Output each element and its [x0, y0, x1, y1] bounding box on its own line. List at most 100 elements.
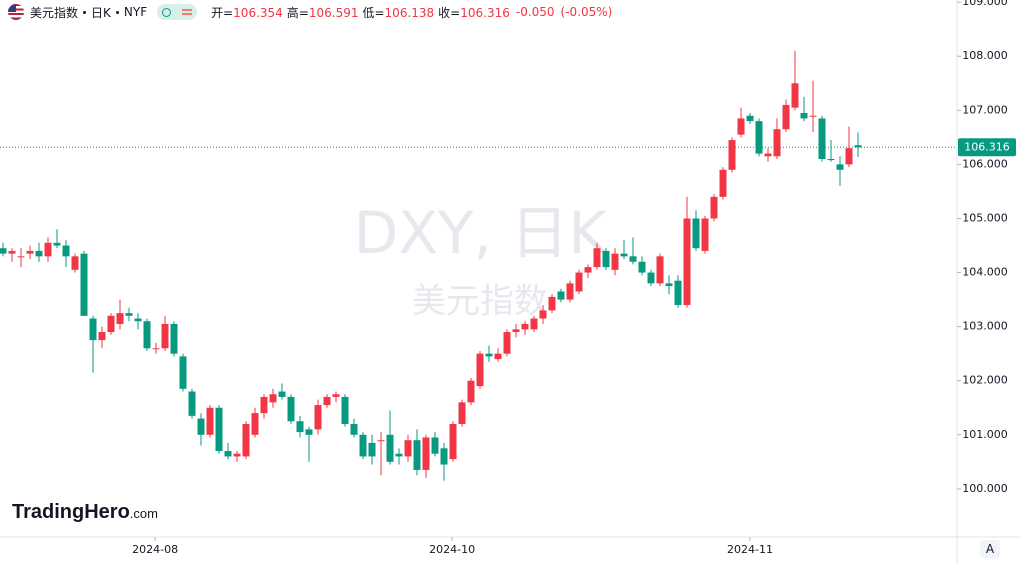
candle-body: [386, 434, 394, 462]
candle-body: [314, 405, 322, 430]
candle-body: [782, 104, 790, 130]
ohlc-label: 高=: [286, 5, 309, 20]
candle-body: [557, 291, 565, 300]
candle-body: [98, 332, 106, 341]
candle-body: [134, 318, 142, 322]
ohlc-label: 开=: [211, 5, 234, 20]
candle-body: [71, 256, 79, 270]
candle-body: [665, 283, 673, 287]
candle-body: [854, 145, 862, 148]
candle-body: [539, 310, 547, 319]
candle-body: [584, 267, 592, 273]
candle-body: [116, 313, 124, 324]
candle-body: [791, 83, 799, 108]
candle-body: [17, 256, 25, 258]
candle-body: [431, 437, 439, 454]
y-tick-label: 105.000: [962, 211, 1008, 224]
candle-body: [692, 218, 700, 249]
candle-body: [701, 218, 709, 251]
x-tick-label: 2024-10: [429, 543, 475, 556]
watermark-name: 美元指数: [412, 282, 548, 322]
candle-body: [287, 396, 295, 422]
ohlc-value: 106.138: [384, 5, 435, 20]
candle-body: [485, 353, 493, 357]
candle-body: [827, 158, 835, 161]
watermark-symbol: DXY, 日K: [354, 199, 609, 267]
candle-body: [395, 453, 403, 457]
ohlc-label: 低=: [362, 5, 385, 20]
y-tick-label: 109.000: [962, 0, 1008, 8]
ohlc-value: 106.354: [233, 5, 283, 20]
candle-body: [566, 283, 574, 300]
candle-body: [377, 440, 385, 442]
candle-body: [8, 250, 16, 254]
auto-scale-button[interactable]: A: [980, 540, 1000, 558]
candle-body: [674, 280, 682, 306]
candle-body: [179, 356, 187, 389]
y-tick-label: 104.000: [962, 266, 1008, 279]
candle-body: [773, 129, 781, 157]
candle-body: [305, 429, 313, 435]
symbol-title: 美元指数: [30, 5, 79, 20]
candle-body: [575, 272, 583, 292]
candle-body: [296, 421, 304, 433]
legend-header: 美元指数 日K NYF 开=106.354 高=106.591 低=106.138 收…: [8, 3, 612, 21]
candle-body: [764, 153, 772, 157]
candle-body: [26, 250, 34, 254]
candle-body: [503, 332, 511, 354]
candle-body: [737, 118, 745, 135]
last-price-tag: [958, 138, 1016, 157]
candle-body: [152, 348, 160, 350]
candle-body: [647, 272, 655, 284]
candle-body: [188, 391, 196, 416]
logo-name: TradingHero: [12, 501, 130, 523]
candle-body: [458, 402, 466, 424]
x-tick-label: 2024-08: [132, 543, 178, 556]
candle-body: [755, 121, 763, 154]
indicator-toggle[interactable]: [157, 4, 198, 20]
candle-body: [251, 413, 259, 435]
change: -0.050: [515, 5, 555, 19]
ohlc-value: 106.316: [460, 5, 510, 20]
candle-body: [359, 434, 367, 457]
candle-body: [224, 451, 232, 457]
candle-body: [845, 148, 853, 165]
candle-body: [53, 242, 61, 246]
interval: 日K: [91, 5, 111, 20]
candle-body: [341, 396, 349, 424]
candle-body: [620, 253, 628, 257]
y-tick-label: 108.000: [962, 49, 1008, 62]
candle-body: [242, 423, 250, 457]
last-price-label: 106.316: [964, 140, 1010, 153]
separator: [83, 10, 87, 14]
candle-body: [602, 250, 610, 268]
candle-body: [350, 423, 358, 435]
candle-body: [278, 391, 286, 397]
candle-body: [44, 242, 52, 257]
candle-body: [512, 329, 520, 333]
candle-body: [683, 218, 691, 306]
candle-body: [215, 407, 223, 452]
candle-body: [746, 115, 754, 122]
x-tick-label: 2024-11: [727, 543, 773, 556]
y-tick-label: 102.000: [962, 374, 1008, 387]
candle-body: [233, 453, 241, 457]
candle-body: [530, 318, 538, 330]
candle-body: [332, 394, 340, 397]
candle-body: [143, 321, 151, 349]
candle-body: [125, 313, 133, 316]
candle-body: [440, 448, 448, 465]
candle-body: [494, 353, 502, 360]
y-tick-label: 101.000: [962, 428, 1008, 441]
candle-body: [800, 113, 808, 119]
candle-body: [809, 115, 817, 117]
candle-body: [593, 248, 601, 268]
candles: [0, 50, 862, 481]
y-tick-label: 106.000: [962, 157, 1008, 170]
candle-body: [656, 256, 664, 284]
y-tick-label: 107.000: [962, 103, 1008, 116]
y-tick-label: 100.000: [962, 482, 1008, 495]
candle-body: [107, 315, 115, 333]
candle-body: [323, 396, 331, 406]
